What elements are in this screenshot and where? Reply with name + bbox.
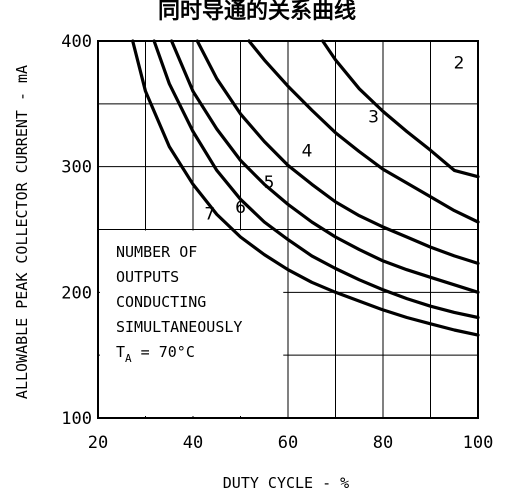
curve-label-4: 4 (302, 142, 313, 162)
annotation-box: NUMBER OF OUTPUTS CONDUCTING SIMULTANEOU… (100, 230, 284, 416)
annotation-line-2: OUTPUTS (116, 268, 179, 286)
x-tick-label: 20 (88, 433, 108, 453)
annotation-line-3: CONDUCTING (116, 293, 206, 311)
y-tick-label: 400 (61, 32, 92, 52)
curve-label-5: 5 (264, 173, 275, 193)
curve-labels: 2 3 4 567 (204, 54, 464, 225)
grid (98, 41, 478, 418)
y-tick-label: 300 (61, 158, 92, 178)
x-tick-label: 80 (373, 433, 393, 453)
chart-title: 同时导通的关系曲线 (158, 0, 356, 24)
temp-subscript: A (125, 352, 132, 365)
curve-label-3: 3 (368, 108, 379, 128)
annotation-temperature: TA = 70°C (116, 343, 195, 365)
y-axis-label: ALLOWABLE PEAK COLLECTOR CURRENT - mA (13, 65, 31, 399)
y-tick-labels: 100 200 300 400 (61, 32, 92, 429)
annotation-line-4: SIMULTANEOUSLY (116, 318, 242, 336)
y-tick-label: 100 (61, 409, 92, 429)
x-axis-label: DUTY CYCLE - % (223, 474, 349, 492)
curve-3 (247, 39, 480, 224)
curve-2 (321, 39, 480, 179)
curve-5 (170, 39, 480, 294)
annotation-line-1: NUMBER OF (116, 243, 197, 261)
curve-6 (152, 39, 480, 320)
curve-7 (131, 39, 480, 337)
plot-frame (97, 40, 479, 419)
x-tick-label: 100 (463, 433, 494, 453)
y-tick-label: 200 (61, 283, 92, 303)
annotation-background (100, 230, 284, 416)
curve-label-6: 6 (235, 198, 246, 218)
x-tick-labels: 20 40 60 80 100 (88, 433, 494, 453)
curve-label-7: 7 (204, 204, 215, 224)
x-tick-label: 40 (183, 433, 203, 453)
curve-4 (195, 39, 480, 265)
curves (131, 39, 480, 337)
curve-label-2: 2 (454, 54, 465, 74)
temp-prefix: T (116, 343, 125, 361)
temp-suffix: = 70°C (132, 343, 195, 361)
x-tick-label: 60 (278, 433, 298, 453)
